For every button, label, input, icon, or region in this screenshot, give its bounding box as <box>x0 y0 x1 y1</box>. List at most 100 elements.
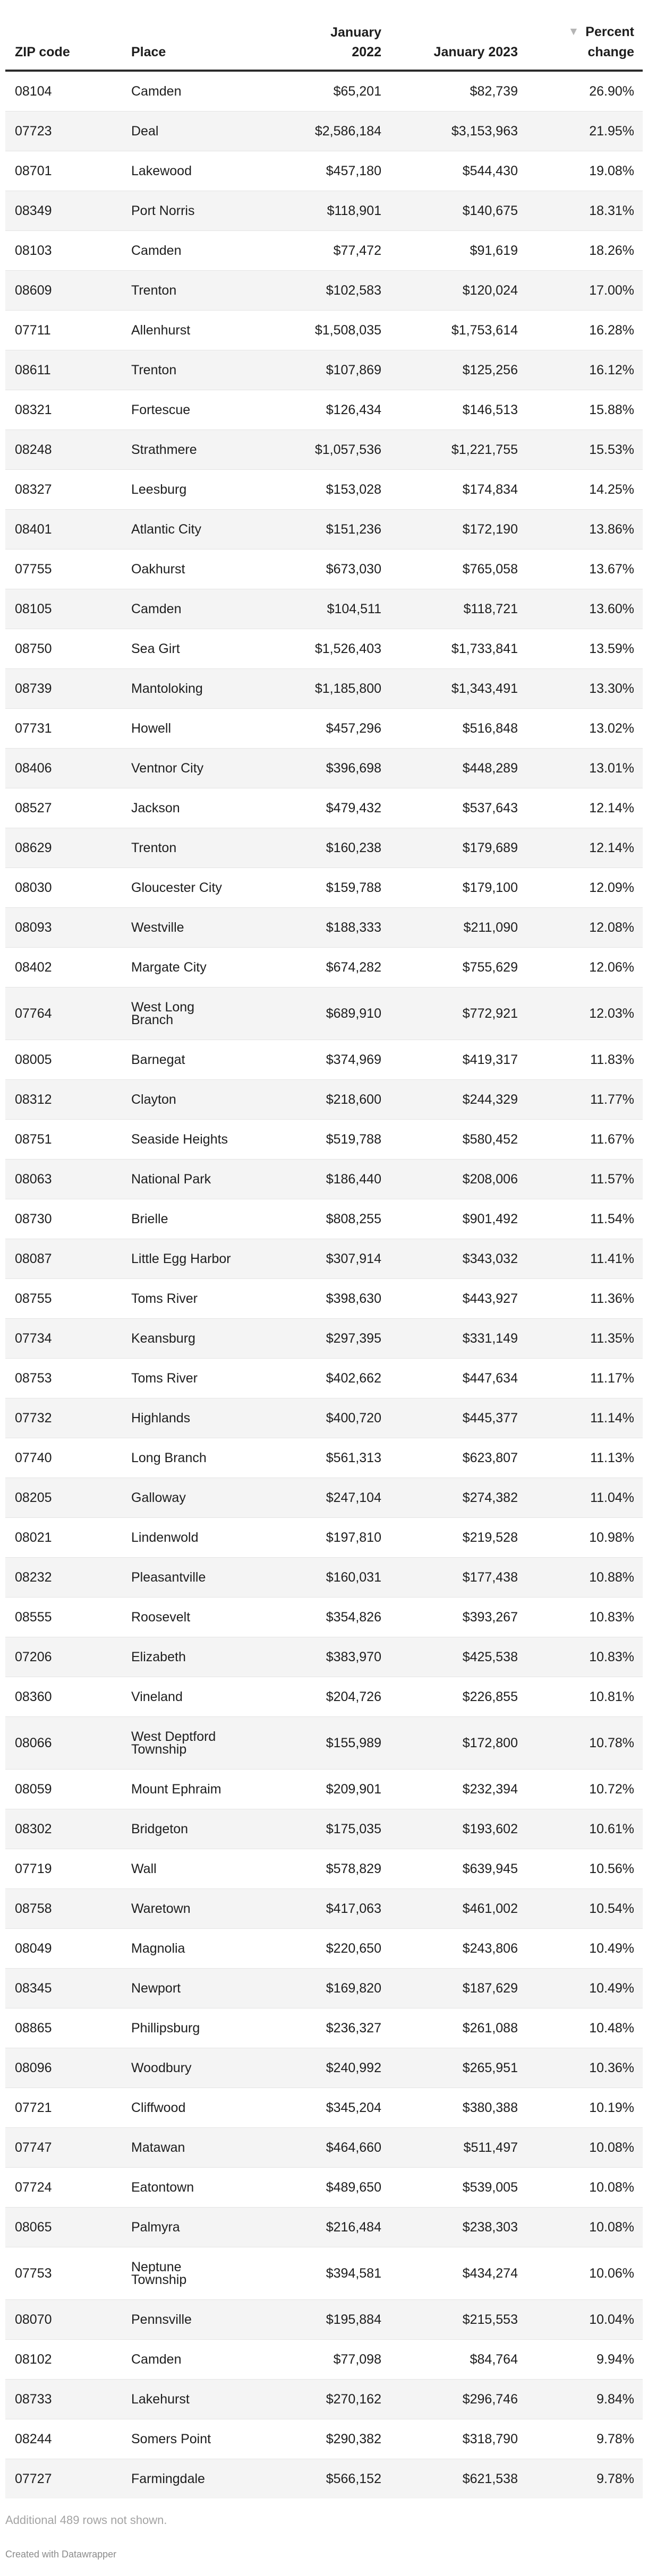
january-2023-cell: $434,274 <box>390 2247 526 2300</box>
table-row: 08021 Lindenwold $197,810 $219,528 10.98… <box>5 1517 643 1558</box>
january-2023-cell: $265,951 <box>390 2048 526 2088</box>
col-header-place[interactable]: Place <box>126 0 308 72</box>
zip-code-cell: 08248 <box>5 430 126 470</box>
table-row: 08555 Roosevelt $354,826 $393,267 10.83% <box>5 1597 643 1637</box>
place-cell: Trenton <box>126 270 308 311</box>
january-2023-cell: $516,848 <box>390 708 526 749</box>
january-2023-cell: $1,753,614 <box>390 310 526 350</box>
place-cell: Lindenwold <box>126 1517 308 1558</box>
table-row: 08753 Toms River $402,662 $447,634 11.17… <box>5 1358 643 1398</box>
january-2023-cell: $1,343,491 <box>390 668 526 709</box>
percent-change-cell: 13.60% <box>526 589 643 629</box>
zip-code-cell: 08087 <box>5 1239 126 1279</box>
percent-change-cell: 15.88% <box>526 390 643 430</box>
zip-code-cell: 08244 <box>5 2419 126 2459</box>
place-cell: Lakehurst <box>126 2379 308 2419</box>
place-cell: National Park <box>126 1159 308 1199</box>
place-cell: Jackson <box>126 788 308 828</box>
zip-code-cell: 07721 <box>5 2088 126 2128</box>
zip-code-cell: 08555 <box>5 1597 126 1637</box>
zip-code-cell: 08327 <box>5 469 126 510</box>
table-row: 08205 Galloway $247,104 $274,382 11.04% <box>5 1478 643 1518</box>
january-2022-cell: $65,201 <box>333 84 381 99</box>
zip-code-cell: 08345 <box>5 1968 126 2008</box>
place-cell: Matawan <box>126 2127 308 2168</box>
table-row: 08733 Lakehurst $270,162 $296,746 9.84% <box>5 2379 643 2419</box>
zip-code-cell: 08103 <box>5 230 126 271</box>
zip-code-cell: 07731 <box>5 708 126 749</box>
zip-code-cell: 07764 <box>5 987 126 1040</box>
january-2022-cell: $240,992 <box>308 2048 390 2088</box>
percent-change-cell: 14.25% <box>526 469 643 510</box>
place-cell: Brielle <box>126 1199 308 1239</box>
table-row: 08104 Camden $65,201 $82,739 26.90% <box>5 71 643 111</box>
zip-code-cell: 08753 <box>5 1358 126 1398</box>
percent-change-cell: 9.78% <box>526 2419 643 2459</box>
place-cell: Somers Point <box>126 2419 308 2459</box>
percent-change-cell: 10.49% <box>526 1928 643 1969</box>
place-cell: Farmingdale <box>126 2459 308 2498</box>
table-row: 08739 Mantoloking $1,185,800 $1,343,491 … <box>5 668 643 709</box>
sort-desc-icon: ▼ <box>568 25 579 38</box>
place-cell: Magnolia <box>126 1928 308 1969</box>
percent-change-cell: 11.57% <box>526 1159 643 1199</box>
january-2022-cell: $464,660 <box>308 2127 390 2168</box>
place-cell: Roosevelt <box>126 1597 308 1637</box>
col-header-percent-change[interactable]: ▼ Percent change <box>526 0 643 72</box>
january-2023-cell: $120,024 <box>390 270 526 311</box>
percent-change-cell: 10.19% <box>526 2088 643 2128</box>
january-2023-cell: $219,528 <box>390 1517 526 1558</box>
col-header-january-2023[interactable]: January 2023 <box>390 0 526 72</box>
january-2023-cell: $623,807 <box>390 1438 526 1478</box>
zip-code-cell: 07740 <box>5 1438 126 1478</box>
january-2023-cell: $765,058 <box>390 549 526 589</box>
january-2023-cell: $755,629 <box>390 947 526 988</box>
percent-change-cell: 11.54% <box>526 1199 643 1239</box>
place-cell: Cliffwood <box>126 2088 308 2128</box>
percent-change-cell: 12.03% <box>526 987 643 1040</box>
zip-code-cell: 08402 <box>5 947 126 988</box>
percent-change-cell: 10.08% <box>526 2207 643 2247</box>
place-cell: Oakhurst <box>126 549 308 589</box>
january-2022-cell: $220,650 <box>308 1928 390 1969</box>
place-cell: Woodbury <box>126 2048 308 2088</box>
zip-code-cell: 08302 <box>5 1809 126 1849</box>
january-2023-cell: $146,513 <box>390 390 526 430</box>
january-2023-cell: $82,739 <box>470 84 518 99</box>
january-2022-cell: $561,313 <box>308 1438 390 1478</box>
january-2023-cell: $1,221,755 <box>390 430 526 470</box>
place-cell: Palmyra <box>126 2207 308 2247</box>
percent-change-cell: 16.28% <box>526 310 643 350</box>
place-cell: Lakewood <box>126 151 308 191</box>
january-2022-cell: $1,057,536 <box>308 430 390 470</box>
place-cell: Strathmere <box>126 430 308 470</box>
percent-change-cell: 9.78% <box>526 2459 643 2498</box>
place-cell: Eatontown <box>126 2167 308 2208</box>
place-cell: Barnegat <box>126 1040 308 1080</box>
col-header-zip-code[interactable]: ZIP code <box>5 0 126 72</box>
place-cell: Waretown <box>126 1888 308 1929</box>
place-cell: Camden <box>126 230 308 271</box>
percent-change-cell: 9.84% <box>526 2379 643 2419</box>
january-2022-cell: $195,884 <box>308 2299 390 2340</box>
place-cell: Seaside Heights <box>126 1119 308 1160</box>
percent-change-cell: 10.04% <box>526 2299 643 2340</box>
january-2022-cell: $400,720 <box>308 1398 390 1438</box>
zip-code-cell: 08755 <box>5 1278 126 1319</box>
january-2022-cell: $153,028 <box>308 469 390 510</box>
zip-code-cell: 07711 <box>5 310 126 350</box>
percent-change-cell: 13.02% <box>526 708 643 749</box>
table-row: 07723 Deal $2,586,184 $3,153,963 21.95% <box>5 111 643 151</box>
table-row: 08005 Barnegat $374,969 $419,317 11.83% <box>5 1040 643 1080</box>
place-cell: Galloway <box>126 1478 308 1518</box>
zip-code-cell: 08065 <box>5 2207 126 2247</box>
zip-code-cell: 07727 <box>5 2459 126 2498</box>
zip-code-cell: 07732 <box>5 1398 126 1438</box>
col-header-january-2022[interactable]: January 2022 <box>308 0 390 72</box>
january-2022-cell: $247,104 <box>308 1478 390 1518</box>
table-row: 08629 Trenton $160,238 $179,689 12.14% <box>5 828 643 868</box>
place-cell: Camden <box>126 589 308 629</box>
place-cell: Wall <box>126 1849 308 1889</box>
january-2023-cell: $226,855 <box>390 1677 526 1717</box>
percent-change-cell: 10.88% <box>526 1557 643 1598</box>
